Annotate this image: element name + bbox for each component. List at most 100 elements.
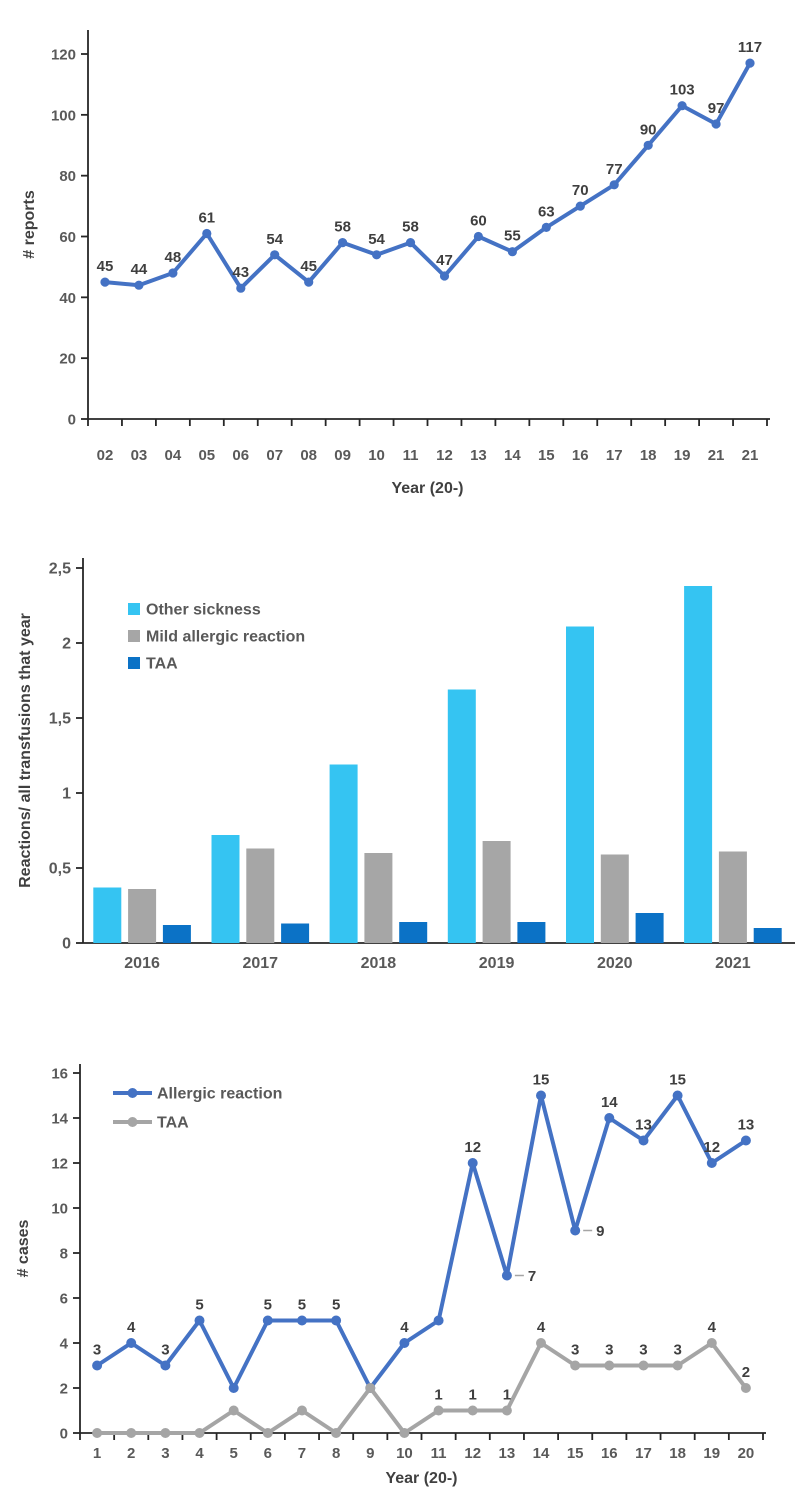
x-tick-label: 02 bbox=[97, 447, 114, 464]
bar-other-sickness bbox=[93, 887, 122, 943]
x-tick-label: 4 bbox=[195, 1445, 204, 1462]
x-tick-label: 9 bbox=[366, 1445, 374, 1462]
data-point bbox=[433, 1405, 444, 1416]
data-point bbox=[501, 1270, 512, 1281]
data-point bbox=[643, 140, 653, 150]
data-point bbox=[740, 1135, 751, 1146]
series-line bbox=[95, 1341, 748, 1435]
data-point bbox=[126, 1428, 137, 1438]
data-label: 1 bbox=[503, 1387, 511, 1404]
data-point bbox=[168, 268, 178, 278]
x-tick-label: 2021 bbox=[715, 955, 751, 972]
data-label: 58 bbox=[402, 219, 419, 236]
x-tick-label: 09 bbox=[334, 447, 351, 464]
bar-mild-allergic-reaction bbox=[718, 851, 747, 943]
data-point bbox=[160, 1360, 171, 1371]
x-tick-label: 3 bbox=[161, 1445, 169, 1462]
data-label: 117 bbox=[738, 39, 762, 56]
bar-mild-allergic-reaction bbox=[600, 854, 629, 943]
y-tick-label: 80 bbox=[59, 168, 76, 185]
data-label: 12 bbox=[703, 1139, 720, 1156]
data-label: 77 bbox=[606, 161, 623, 178]
bar-other-sickness bbox=[566, 626, 594, 943]
y-tick-label: 4 bbox=[60, 1336, 69, 1353]
data-point bbox=[270, 250, 280, 260]
bar-mild-allergic-reaction bbox=[482, 841, 511, 943]
data-label: 3 bbox=[605, 1342, 613, 1359]
data-point bbox=[433, 1315, 444, 1326]
data-label: 47 bbox=[436, 252, 453, 269]
cases-line-chart: 0 2 4 6 8 10 12 14 16 # cases Year (20-) 1 2 3 4 5 6 7 8 9 1… bbox=[0, 1040, 800, 1490]
x-tick-label: 11 bbox=[431, 1445, 447, 1462]
data-point bbox=[473, 231, 483, 242]
data-label: 15 bbox=[533, 1072, 550, 1089]
legend-marker bbox=[127, 1088, 138, 1098]
x-tick-label: 8 bbox=[332, 1445, 340, 1462]
data-label: 61 bbox=[198, 209, 215, 226]
x-tick-label: 15 bbox=[567, 1445, 584, 1462]
x-tick-label: 21 bbox=[708, 447, 725, 464]
data-label: 15 bbox=[669, 1072, 686, 1089]
legend-swatch bbox=[128, 657, 140, 669]
x-tick-label: 16 bbox=[601, 1445, 618, 1462]
bar-mild-allergic-reaction bbox=[364, 853, 393, 943]
legend-label: TAA bbox=[146, 656, 178, 673]
data-point bbox=[160, 1428, 171, 1438]
bar-taa bbox=[281, 923, 310, 943]
y-tick-label: 12 bbox=[51, 1156, 68, 1173]
y-tick-label: 2,5 bbox=[49, 561, 71, 578]
bar-taa bbox=[399, 922, 428, 943]
data-point bbox=[467, 1405, 478, 1416]
bar-taa bbox=[753, 928, 782, 943]
y-tick-label: 120 bbox=[51, 47, 76, 64]
data-label: 90 bbox=[640, 121, 657, 138]
data-label: 54 bbox=[266, 231, 283, 248]
data-label: 4 bbox=[127, 1319, 136, 1336]
data-point bbox=[570, 1360, 581, 1371]
bar-other-sickness bbox=[329, 764, 358, 943]
data-label: 13 bbox=[738, 1117, 755, 1134]
y-tick-label: 8 bbox=[60, 1246, 68, 1263]
data-point bbox=[638, 1360, 649, 1371]
data-point bbox=[575, 201, 585, 211]
x-tick-label: 2018 bbox=[361, 955, 397, 972]
data-point bbox=[745, 58, 755, 68]
x-tick-label: 14 bbox=[533, 1445, 550, 1462]
data-point bbox=[262, 1428, 273, 1438]
data-label: 14 bbox=[601, 1094, 618, 1111]
data-label: 63 bbox=[538, 203, 555, 220]
data-label: 45 bbox=[97, 258, 114, 275]
data-label: 60 bbox=[470, 213, 487, 230]
legend-label: Other sickness bbox=[146, 602, 261, 619]
y-tick-label: 1,5 bbox=[49, 711, 71, 728]
y-tick-label: 14 bbox=[51, 1111, 68, 1128]
x-tick-label: 13 bbox=[499, 1445, 516, 1462]
data-point bbox=[126, 1338, 137, 1348]
data-point bbox=[365, 1383, 376, 1393]
data-label: 3 bbox=[93, 1342, 101, 1359]
reports-line-chart: 0 20 40 60 80 100 120 # reports Year (20-) 02 03 04… bbox=[0, 0, 800, 525]
data-point bbox=[604, 1113, 615, 1123]
bar-taa bbox=[517, 922, 546, 943]
x-tick-label: 16 bbox=[572, 447, 589, 464]
data-point bbox=[228, 1383, 239, 1393]
data-point bbox=[372, 250, 382, 260]
x-axis-title: Year (20-) bbox=[391, 480, 463, 497]
bar-other-sickness bbox=[684, 586, 713, 943]
data-point bbox=[507, 247, 517, 257]
data-label: 45 bbox=[300, 258, 317, 275]
data-point bbox=[638, 1135, 649, 1146]
y-axis-title: Reactions/ all transfusions that year bbox=[17, 613, 34, 888]
data-point bbox=[194, 1315, 205, 1326]
x-tick-label: 19 bbox=[703, 1445, 720, 1462]
x-tick-label: 10 bbox=[368, 447, 385, 464]
data-label: 5 bbox=[298, 1297, 306, 1314]
data-point bbox=[672, 1360, 683, 1371]
x-tick-label: 12 bbox=[464, 1445, 481, 1462]
bar-mild-allergic-reaction bbox=[128, 889, 157, 943]
y-tick-label: 20 bbox=[59, 351, 76, 368]
data-point bbox=[331, 1315, 342, 1326]
bar-taa bbox=[162, 925, 191, 943]
data-point bbox=[297, 1405, 307, 1416]
